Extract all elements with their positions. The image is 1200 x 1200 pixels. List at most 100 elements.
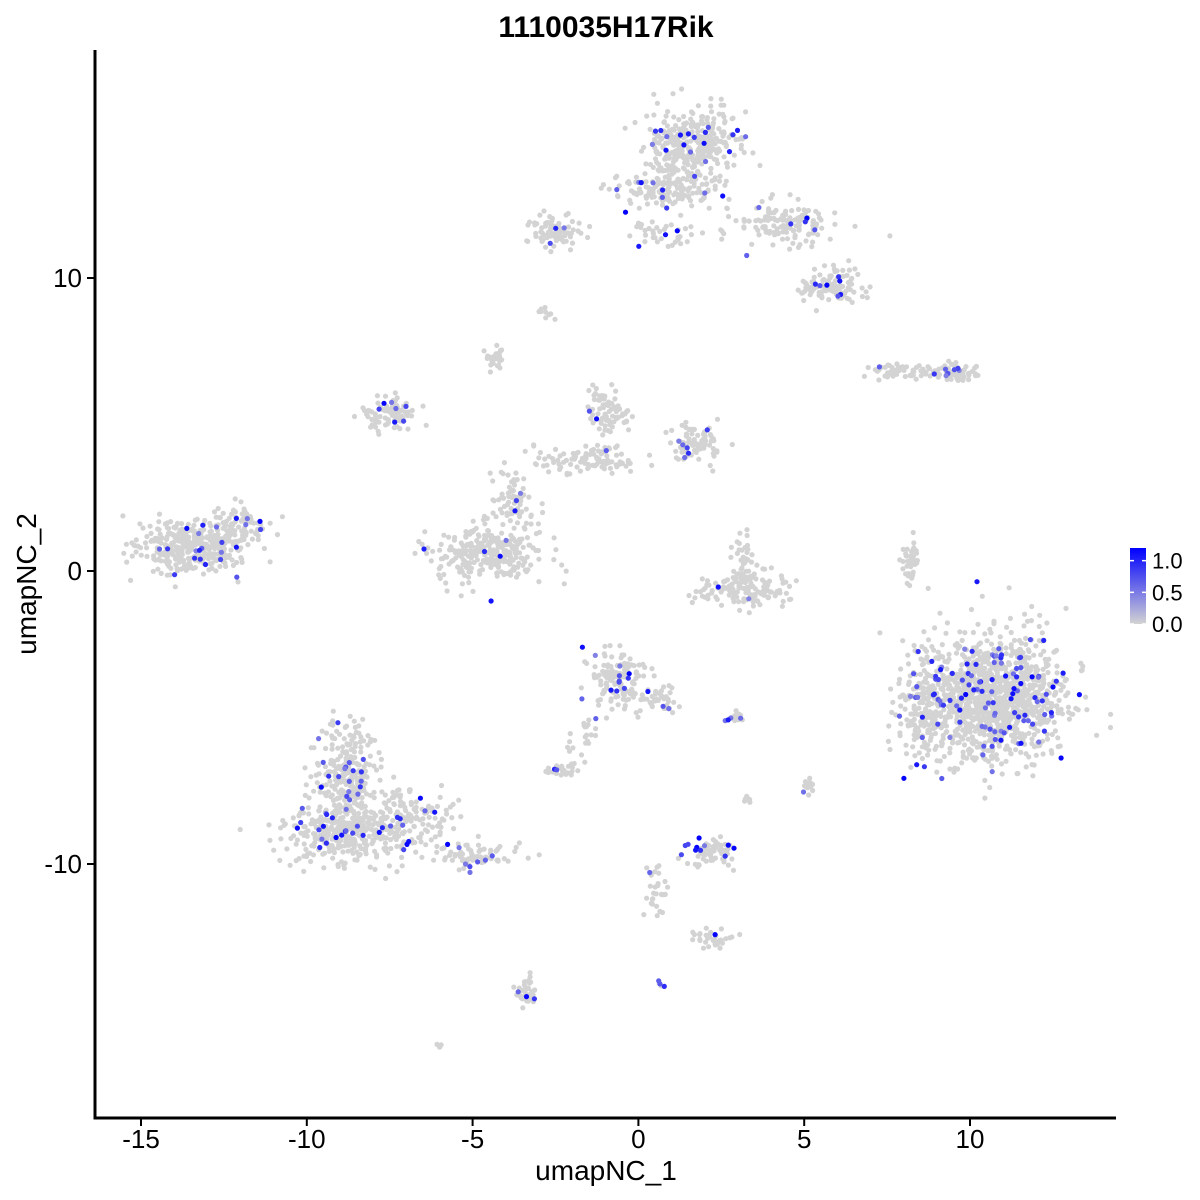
cell-point [158,570,164,577]
cell-point [792,217,798,223]
cell-point [806,231,812,237]
cell-point [379,789,385,795]
cell-point [138,552,144,558]
cell-point [219,539,225,546]
cell-point [942,366,949,372]
cell-point [603,715,610,721]
cell-point [938,653,944,659]
cell-point [987,784,993,791]
cell-point [407,789,413,795]
cell-point [998,660,1005,666]
cell-point [730,867,737,873]
cell-point [200,522,206,528]
cell-point [356,818,362,824]
cell-point [1063,693,1069,699]
cell-point [546,769,552,775]
cell-point [513,844,519,850]
cell-point [229,511,235,517]
cell-point [665,243,671,249]
cell-point [703,158,709,165]
cell-point [659,135,665,141]
cell-point [836,274,842,280]
cell-point [428,558,434,564]
cell-point [953,699,959,705]
cell-point [952,732,959,738]
cell-point [876,377,882,383]
cell-point [751,571,757,577]
cell-point [546,469,552,475]
cell-point [458,814,464,820]
cell-point [681,166,687,172]
cell-point [657,228,663,234]
cell-point [212,544,219,551]
cell-point [367,792,373,798]
cell-point [368,826,374,832]
cell-point [451,826,457,832]
cell-point [943,373,949,379]
cell-point [678,241,684,247]
cell-point [1041,703,1047,710]
cell-point [925,752,931,758]
cell-point [487,369,493,375]
cell-point [514,520,521,526]
cell-point [1027,637,1033,643]
cell-point [331,850,337,856]
cell-point [734,589,740,595]
cell-point [947,750,953,756]
cell-point [706,850,713,856]
cell-point [695,432,701,438]
cell-point [765,582,771,588]
cell-point [855,271,861,277]
cell-point [361,838,367,844]
cell-point [565,763,572,769]
cell-point [378,764,384,770]
cell-point [157,531,163,537]
cell-point [501,571,507,578]
cell-point [511,525,517,531]
cell-point [331,783,337,790]
cell-point [939,741,945,747]
cell-point [442,857,448,863]
cell-point [460,561,466,568]
cell-point [179,538,185,544]
cell-point [370,816,376,822]
cell-point [465,541,471,548]
cell-point [921,629,927,635]
cell-point [898,721,904,727]
cell-point [619,652,625,658]
cell-point [548,311,554,317]
cell-point [706,582,712,588]
cell-point [582,759,588,765]
cell-point [424,550,430,557]
cell-point [475,859,481,865]
cell-point [605,427,611,434]
cell-point [566,748,573,754]
cell-point [714,157,720,163]
cell-point [356,810,362,817]
cell-point [708,929,714,935]
cell-point [1003,645,1009,651]
cell-point [740,554,746,560]
cell-point [207,520,213,526]
cell-point [807,287,813,293]
cell-point [310,842,317,848]
cell-point [803,238,809,244]
cell-point [521,476,527,482]
cell-point [475,842,482,848]
cell-point [431,857,437,863]
cell-point [952,728,958,734]
cell-point [326,773,332,779]
cell-point [1029,603,1035,610]
cell-point [711,136,717,142]
cell-point [590,420,596,426]
cell-point [395,410,401,416]
cell-point [448,849,454,855]
cell-point [352,814,358,820]
cell-point [444,588,450,594]
cell-point [920,661,927,667]
cell-point [682,454,688,461]
cell-point [512,508,518,514]
cell-point [981,682,987,688]
cell-point [363,814,369,820]
cell-point [950,695,957,701]
